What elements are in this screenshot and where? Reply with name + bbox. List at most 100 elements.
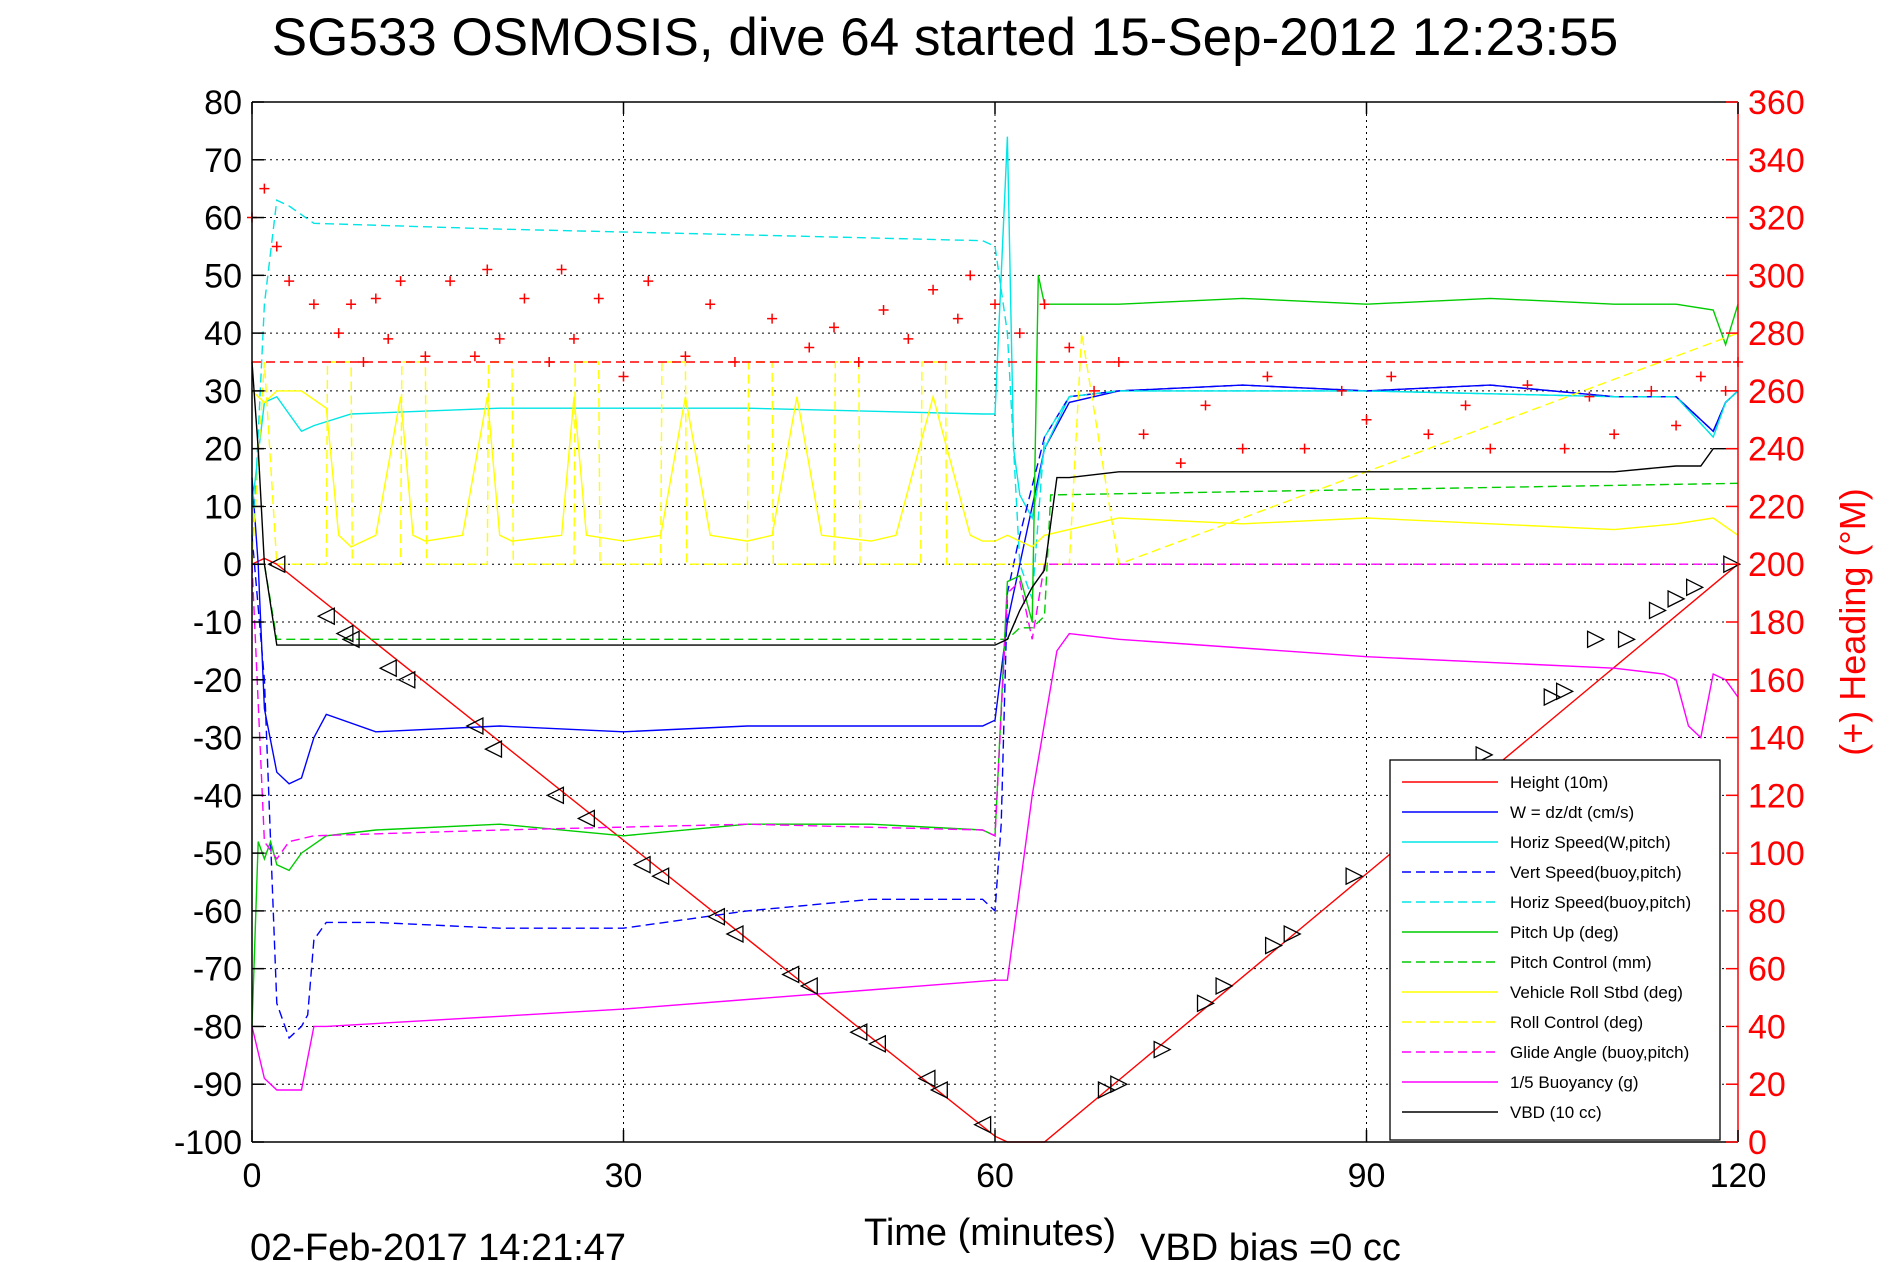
ascent-marker: [1723, 555, 1742, 574]
ascent-marker: [1686, 578, 1705, 597]
legend-label: Pitch Up (deg): [1510, 923, 1619, 942]
x-axis-label: Time (minutes): [864, 1212, 1116, 1254]
x-tick-label: 60: [976, 1157, 1014, 1195]
heading-point: [1646, 385, 1657, 396]
y-tick-label-left: -60: [193, 893, 242, 931]
descent-marker: [267, 555, 286, 574]
descent-marker: [651, 867, 670, 886]
heading-point: [1089, 385, 1100, 396]
legend-label: Horiz Speed(W,pitch): [1510, 833, 1671, 852]
legend-box: [1389, 759, 1721, 1141]
legend-label: Height (10m): [1510, 773, 1608, 792]
y-tick-label-left: -90: [193, 1066, 242, 1104]
y-tick-label-right: 300: [1748, 257, 1805, 295]
heading-point: [333, 328, 344, 339]
y-tick-label-right: 200: [1748, 546, 1805, 584]
series-vbd-10-cc: [251, 361, 1738, 646]
y-tick-label-right: 80: [1748, 893, 1786, 931]
y-tick-label-right: 140: [1748, 720, 1805, 758]
heading-point: [284, 276, 295, 287]
heading-point: [1584, 391, 1595, 402]
series-vehicle-roll-stbd-deg: [251, 390, 1739, 548]
ascent-marker: [1555, 682, 1575, 701]
ascent-marker: [1345, 867, 1364, 886]
x-tick-label: 30: [605, 1157, 643, 1195]
marker-layer: [267, 555, 1742, 1134]
ascent-marker: [1586, 630, 1606, 649]
y-tick-label-left: -50: [193, 835, 242, 873]
heading-point: [593, 293, 604, 304]
y-tick-label-left: -20: [193, 662, 242, 700]
y-tick-label-left: 10: [204, 488, 242, 526]
heading-point: [259, 183, 270, 194]
descent-marker: [545, 786, 565, 805]
y-tick-label-left: -100: [174, 1124, 242, 1162]
y-tick-label-right: 180: [1748, 604, 1805, 642]
heading-point: [556, 264, 567, 275]
y-tick-label-right: 20: [1748, 1066, 1786, 1104]
y-tick-label-left: 80: [204, 84, 242, 122]
legend-label: 1/5 Buoyancy (g): [1510, 1073, 1639, 1092]
y-tick-label-right: 260: [1748, 373, 1805, 411]
footer-vbd-bias: VBD bias =0 cc: [1140, 1227, 1401, 1262]
y-tick-label-left: 50: [204, 257, 242, 295]
heading-point: [965, 270, 976, 281]
descent-marker: [781, 965, 800, 984]
y-tick-label-right: 40: [1748, 1008, 1786, 1046]
y-tick-label-left: -40: [193, 777, 242, 815]
y-tick-label-left: -30: [193, 720, 242, 758]
heading-point: [1559, 443, 1570, 454]
heading-point: [928, 284, 939, 295]
heading-point: [1671, 420, 1682, 431]
series-vert-speed-buoy-pitch: [251, 384, 1739, 1040]
heading-point: [1609, 429, 1620, 440]
descent-marker: [973, 1115, 992, 1134]
heading-point: [1336, 385, 1347, 396]
ascent-marker: [1667, 589, 1686, 608]
x-tick-label: 90: [1348, 1157, 1386, 1195]
grid-lines: [252, 102, 1738, 1142]
descent-marker: [867, 1034, 887, 1053]
descent-marker: [378, 659, 397, 678]
ascent-marker: [1617, 630, 1637, 649]
heading-point: [568, 333, 579, 344]
heading-point: [804, 342, 815, 353]
y-tick-label-right: 160: [1748, 662, 1805, 700]
descent-marker: [465, 716, 484, 736]
heading-point: [1386, 371, 1397, 382]
ascent-marker: [1196, 994, 1215, 1013]
heading-point: [482, 264, 493, 275]
heading-point: [618, 371, 629, 382]
heading-point: [878, 305, 889, 315]
heading-point: [643, 276, 654, 287]
heading-point: [469, 351, 480, 362]
descent-marker: [799, 976, 818, 996]
ascent-marker: [1264, 936, 1284, 955]
legend-label: Roll Control (deg): [1510, 1013, 1643, 1032]
heading-point: [680, 351, 691, 362]
legend-label: VBD (10 cc): [1510, 1103, 1602, 1122]
series-1-5-buoyancy-g: [251, 632, 1739, 1091]
heading-point: [1039, 299, 1050, 310]
heading-point: [519, 293, 530, 304]
y-tick-label-right: 120: [1748, 777, 1805, 815]
heading-point: [990, 299, 1000, 310]
heading-point: [705, 299, 716, 310]
y-tick-label-right: 0: [1748, 1124, 1767, 1162]
legend-label: Pitch Control (mm): [1510, 953, 1652, 972]
series-roll-control-deg: [251, 332, 1739, 566]
y-tick-label-left: -80: [193, 1008, 242, 1046]
series-layer: [247, 136, 1743, 1143]
right-axis-label: (+) Heading (°M): [1832, 488, 1873, 755]
heading-point: [1138, 429, 1149, 440]
heading-point: [308, 299, 319, 310]
descent-marker: [849, 1023, 868, 1042]
y-tick-label-right: 320: [1748, 200, 1805, 238]
heading-point: [829, 322, 840, 333]
heading-point: [1237, 443, 1248, 454]
ascent-marker: [1097, 1080, 1116, 1100]
descent-marker: [335, 624, 354, 643]
ascent-marker: [1648, 601, 1667, 620]
y-tick-label-left: 0: [223, 546, 242, 584]
descent-marker: [341, 630, 360, 649]
